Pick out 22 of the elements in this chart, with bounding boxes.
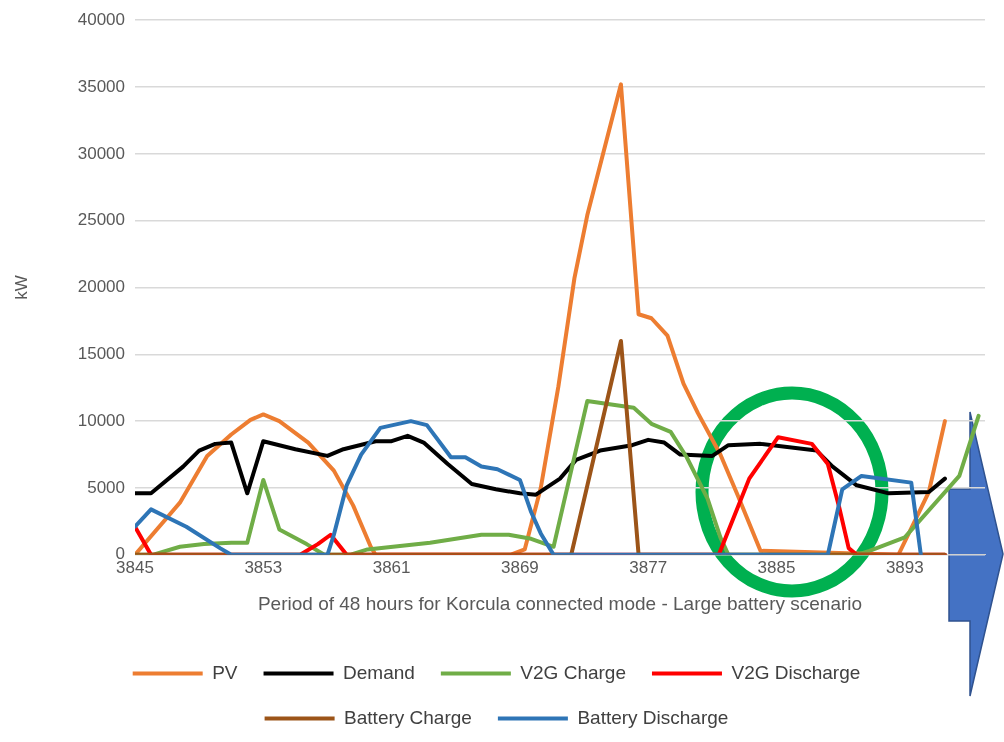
legend-label: PV: [212, 661, 238, 683]
x-tick-label: 3869: [500, 557, 539, 577]
x-tick-label: 3853: [244, 557, 283, 577]
legend-label: Battery Charge: [344, 706, 472, 728]
x-tick-label: 3861: [372, 557, 411, 577]
y-tick-label: 35000: [77, 76, 125, 96]
x-axis-title: Period of 48 hours for Korcula connected mode - Large battery scenario: [257, 592, 863, 614]
x-tick-label: 3893: [885, 557, 924, 577]
legend-label: V2G Discharge: [731, 661, 861, 683]
y-tick-label: 20000: [77, 277, 125, 297]
x-tick-label: 3885: [757, 557, 796, 577]
y-tick-label: 25000: [77, 210, 125, 230]
y-axis-title: kW: [11, 275, 31, 300]
y-tick-label: 30000: [77, 143, 125, 163]
y-tick-label: 5000: [87, 477, 125, 497]
legend-label: Battery Discharge: [577, 706, 729, 728]
legend-label: V2G Charge: [520, 661, 626, 683]
y-tick-label: 10000: [77, 410, 125, 430]
legend-label: Demand: [343, 661, 415, 683]
y-tick-label: 40000: [77, 9, 125, 29]
x-tick-label: 3877: [629, 557, 668, 577]
y-tick-label: 15000: [77, 344, 125, 364]
